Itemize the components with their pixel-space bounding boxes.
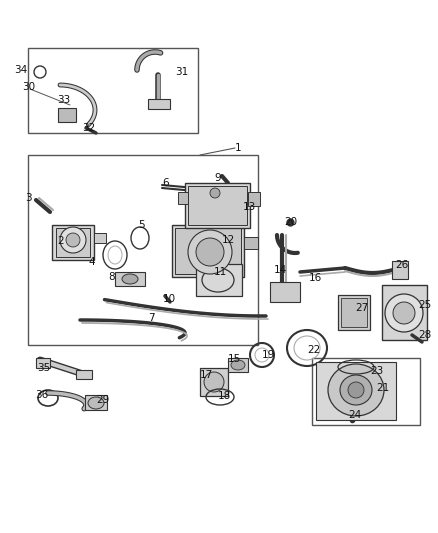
Text: 10: 10 (163, 294, 176, 304)
Ellipse shape (210, 188, 220, 198)
Bar (58, 108, 76, 122)
Ellipse shape (340, 375, 372, 405)
Bar (76, 370, 92, 379)
Bar (56, 228, 90, 257)
Bar (244, 237, 258, 249)
Bar (338, 295, 370, 330)
Text: 17: 17 (200, 370, 213, 380)
Text: 27: 27 (355, 303, 368, 313)
Text: 29: 29 (96, 395, 109, 405)
Bar (270, 282, 300, 302)
Bar (172, 225, 244, 277)
Text: 12: 12 (222, 235, 235, 245)
Ellipse shape (60, 227, 86, 253)
Text: 28: 28 (418, 330, 431, 340)
Text: 8: 8 (108, 272, 115, 282)
Text: 7: 7 (148, 313, 155, 323)
Ellipse shape (204, 372, 224, 392)
Text: 24: 24 (348, 410, 361, 420)
Text: 3: 3 (25, 193, 32, 203)
Text: 26: 26 (395, 260, 408, 270)
Text: 15: 15 (228, 354, 241, 364)
Text: 2: 2 (57, 236, 64, 246)
Text: 30: 30 (22, 82, 35, 92)
Bar (115, 272, 145, 286)
Text: 14: 14 (274, 265, 287, 275)
Text: 23: 23 (370, 366, 383, 376)
Text: 31: 31 (175, 67, 188, 77)
Bar (392, 261, 408, 279)
Bar (178, 192, 188, 204)
Ellipse shape (231, 360, 245, 370)
Text: 1: 1 (235, 143, 242, 153)
Text: 13: 13 (243, 202, 256, 212)
Bar (148, 99, 170, 109)
Bar (28, 155, 258, 345)
Text: 33: 33 (57, 95, 70, 105)
Bar (312, 358, 420, 425)
Text: 6: 6 (162, 178, 169, 188)
Text: 20: 20 (284, 217, 297, 227)
Ellipse shape (348, 382, 364, 398)
Text: 25: 25 (418, 300, 431, 310)
Bar (248, 192, 260, 206)
Text: 32: 32 (82, 123, 95, 133)
Bar (28, 48, 198, 133)
Bar (188, 186, 247, 225)
Bar (85, 395, 107, 410)
Text: 36: 36 (35, 390, 48, 400)
Ellipse shape (122, 274, 138, 284)
Ellipse shape (393, 302, 415, 324)
Bar (228, 358, 248, 372)
Bar (185, 183, 250, 228)
Text: 21: 21 (376, 383, 389, 393)
Bar (94, 233, 106, 243)
Bar (36, 358, 50, 368)
Text: 11: 11 (214, 267, 227, 277)
Ellipse shape (66, 233, 80, 247)
Ellipse shape (88, 397, 104, 409)
Text: 9: 9 (214, 173, 221, 183)
Text: 4: 4 (88, 257, 95, 267)
Bar (382, 285, 427, 340)
Text: 19: 19 (262, 350, 275, 360)
Text: 35: 35 (37, 363, 50, 373)
Ellipse shape (328, 364, 384, 416)
Text: 16: 16 (309, 273, 322, 283)
Ellipse shape (385, 294, 423, 332)
Text: 34: 34 (14, 65, 27, 75)
Bar (316, 362, 396, 420)
Text: 22: 22 (307, 345, 320, 355)
Bar (196, 264, 242, 296)
Text: 5: 5 (138, 220, 145, 230)
Ellipse shape (188, 230, 232, 274)
Bar (175, 228, 241, 274)
Bar (341, 298, 367, 327)
Ellipse shape (196, 238, 224, 266)
Bar (200, 368, 228, 396)
Text: 18: 18 (218, 391, 231, 401)
Bar (52, 225, 94, 260)
